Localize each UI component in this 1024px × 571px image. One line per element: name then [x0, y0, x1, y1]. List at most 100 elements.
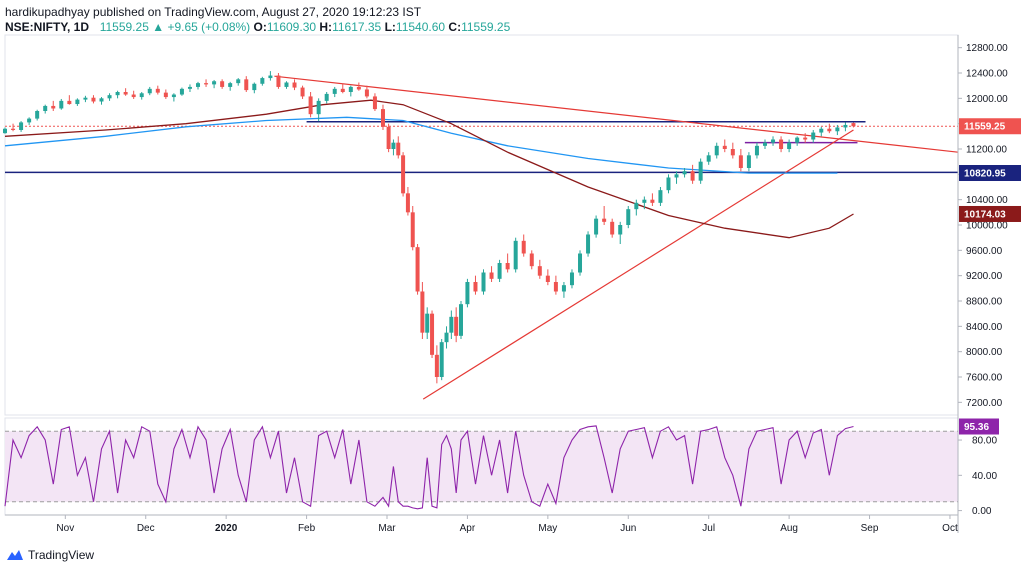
candle-body: [348, 86, 353, 92]
candle-body: [458, 304, 463, 336]
candle: [364, 85, 369, 99]
candle: [569, 269, 574, 289]
candle-body: [618, 225, 623, 235]
candle-body: [698, 161, 703, 181]
x-tick-label: Jun: [620, 523, 636, 534]
candle: [594, 215, 599, 238]
candle-body: [364, 89, 369, 97]
y-tick-label: 9600.00: [966, 246, 1003, 257]
rsi-band: [5, 431, 958, 502]
candle-body: [722, 145, 727, 149]
candle-body: [228, 83, 233, 87]
price-change: +9.65 (+0.08%): [167, 20, 251, 34]
candle: [425, 307, 430, 339]
candle-body: [795, 137, 800, 143]
candle-body: [396, 142, 401, 156]
candle: [851, 122, 856, 128]
candle: [439, 339, 444, 381]
y-tick-label: 7200.00: [966, 398, 1003, 409]
price-pane[interactable]: [3, 34, 959, 416]
high-value: 11617.35: [332, 20, 382, 34]
y-tick-label: 8800.00: [966, 297, 1003, 308]
candle-body: [3, 128, 7, 134]
price-tag-label: 10174.03: [964, 209, 1006, 220]
candle-body: [634, 202, 639, 210]
candle: [316, 98, 321, 122]
candle: [332, 86, 337, 98]
candle-body: [674, 174, 679, 178]
candle-body: [835, 127, 840, 132]
candle-body: [706, 155, 711, 162]
candle: [521, 234, 526, 257]
candle: [497, 259, 502, 282]
candle-body: [67, 100, 72, 105]
candle-body: [449, 316, 454, 333]
candle: [171, 93, 176, 102]
candle-body: [131, 94, 136, 98]
candle-body: [513, 240, 518, 270]
candle-body: [99, 98, 104, 102]
candle-body: [356, 86, 361, 90]
candle: [356, 82, 361, 91]
x-tick-label: Apr: [460, 523, 476, 534]
x-tick-label: Mar: [378, 523, 396, 534]
candle-body: [569, 272, 574, 286]
candle: [420, 282, 425, 339]
candle: [714, 142, 719, 159]
publish-info: hardikupadhyay published on TradingView.…: [5, 5, 422, 19]
candle: [771, 136, 776, 146]
price-tag: [959, 165, 1021, 182]
candle-body: [602, 218, 607, 222]
candle: [586, 231, 591, 257]
candle: [324, 92, 329, 104]
candle-body: [738, 155, 743, 168]
candle: [115, 90, 120, 99]
candle: [67, 95, 72, 105]
x-tick-label: Jul: [702, 523, 715, 534]
candle-body: [626, 209, 631, 225]
candle: [642, 196, 647, 210]
candle-body: [276, 75, 281, 87]
candle: [618, 221, 623, 244]
candle-body: [420, 291, 425, 333]
candle: [43, 104, 48, 114]
candle: [634, 199, 639, 216]
candle-body: [236, 79, 241, 84]
candle: [434, 345, 439, 384]
candle-body: [682, 171, 687, 175]
candle: [578, 250, 583, 276]
candle-body: [260, 78, 265, 84]
candle: [698, 158, 703, 184]
rsi-y-tick-label: 40.00: [972, 471, 997, 482]
symbol-label: NSE:NIFTY, 1D: [5, 20, 90, 34]
candle-body: [410, 212, 415, 248]
candle-body: [19, 122, 24, 130]
candle: [139, 92, 144, 100]
candle-body: [380, 109, 385, 127]
candle: [722, 139, 727, 153]
candle-body: [771, 139, 776, 143]
candle: [204, 79, 209, 87]
trend-line: [274, 75, 959, 153]
candle: [626, 206, 631, 229]
candle-body: [714, 145, 719, 156]
candle: [666, 174, 671, 194]
candle-body: [75, 99, 80, 105]
rsi-pane[interactable]: [4, 417, 959, 516]
candle: [380, 104, 385, 130]
rsi-value-label: 95.36: [964, 422, 989, 433]
candle: [835, 124, 840, 136]
candle-body: [11, 128, 16, 130]
y-tick-label: 10000.00: [966, 221, 1008, 232]
x-tick-label: Dec: [137, 523, 155, 534]
x-tick-label: Nov: [56, 523, 74, 534]
candle-body: [561, 285, 566, 292]
candle-body: [521, 240, 526, 254]
candle: [27, 117, 32, 125]
candle: [131, 90, 136, 99]
x-tick-label: 2020: [215, 523, 238, 534]
candle: [529, 250, 534, 270]
y-tick-label: 10400.00: [966, 195, 1008, 206]
candle: [372, 93, 377, 111]
